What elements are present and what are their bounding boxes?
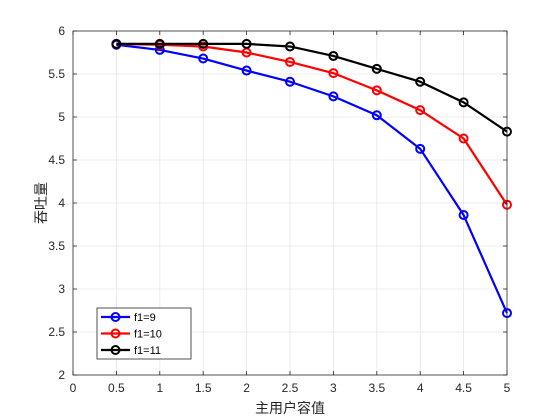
x-tick-label: 2.5 (282, 381, 299, 395)
data-point (458, 97, 469, 108)
y-axis-label: 吞吐量 (34, 182, 50, 224)
data-point (198, 53, 209, 64)
legend-label-1: f1=9 (134, 312, 156, 324)
axis-ticks: 0 0.5 1 1.5 2 2.5 3 3.5 4 4.5 5 2 2.5 3 3.5 4 4.5 5 5.5 6 (48, 24, 510, 395)
data-point (458, 133, 469, 144)
x-axis-label: 主用户容值 (255, 400, 325, 417)
data-point (285, 76, 295, 87)
data-point (415, 105, 426, 116)
legend-label-3: f1=11 (134, 345, 161, 357)
legend-label-2: f1=10 (134, 329, 162, 341)
data-point (371, 85, 382, 96)
y-tick-label: 3 (58, 282, 65, 296)
data-point (154, 38, 165, 49)
y-tick-label: 5 (58, 110, 65, 124)
x-tick-label: 4.5 (455, 381, 472, 395)
legend-marker-3 (110, 345, 121, 355)
legend-marker-1 (110, 312, 121, 322)
x-tick-label: 5 (504, 381, 511, 395)
legend-marker-2 (110, 328, 121, 339)
data-point (458, 210, 469, 221)
data-point (415, 143, 426, 154)
x-tick-label: 0 (70, 381, 77, 395)
data-point (371, 63, 382, 74)
data-point (328, 68, 339, 79)
y-tick-label: 2 (58, 368, 65, 382)
y-tick-label: 5.5 (48, 67, 65, 81)
y-tick-label: 2.5 (48, 325, 65, 339)
series-lines (111, 38, 512, 319)
y-tick-label: 4.5 (48, 153, 65, 167)
legend: f1=9 f1=10 f1=11 (96, 307, 192, 360)
data-point (371, 110, 382, 121)
x-tick-label: 3.5 (368, 381, 385, 395)
data-point (415, 76, 426, 87)
x-tick-label: 3 (330, 381, 337, 395)
grid-lines (73, 31, 507, 375)
data-point (285, 41, 295, 52)
data-point (328, 50, 339, 61)
series-line-1 (116, 43, 509, 314)
series-line-2 (116, 42, 508, 206)
x-tick-label: 4 (417, 381, 424, 395)
data-point (241, 38, 252, 49)
series-line-3 (116, 42, 508, 133)
y-tick-label: 4 (58, 196, 65, 210)
x-tick-label: 0.5 (108, 381, 125, 395)
data-point (198, 38, 209, 49)
x-tick-label: 1.5 (195, 381, 212, 395)
data-point (111, 38, 122, 49)
data-point (241, 65, 252, 76)
x-tick-label: 1 (156, 381, 163, 395)
y-tick-label: 3.5 (48, 239, 65, 253)
x-tick-label: 2 (243, 381, 250, 395)
y-tick-label: 6 (58, 24, 65, 38)
data-point (154, 44, 165, 55)
data-point (285, 56, 295, 67)
data-point (328, 91, 339, 102)
